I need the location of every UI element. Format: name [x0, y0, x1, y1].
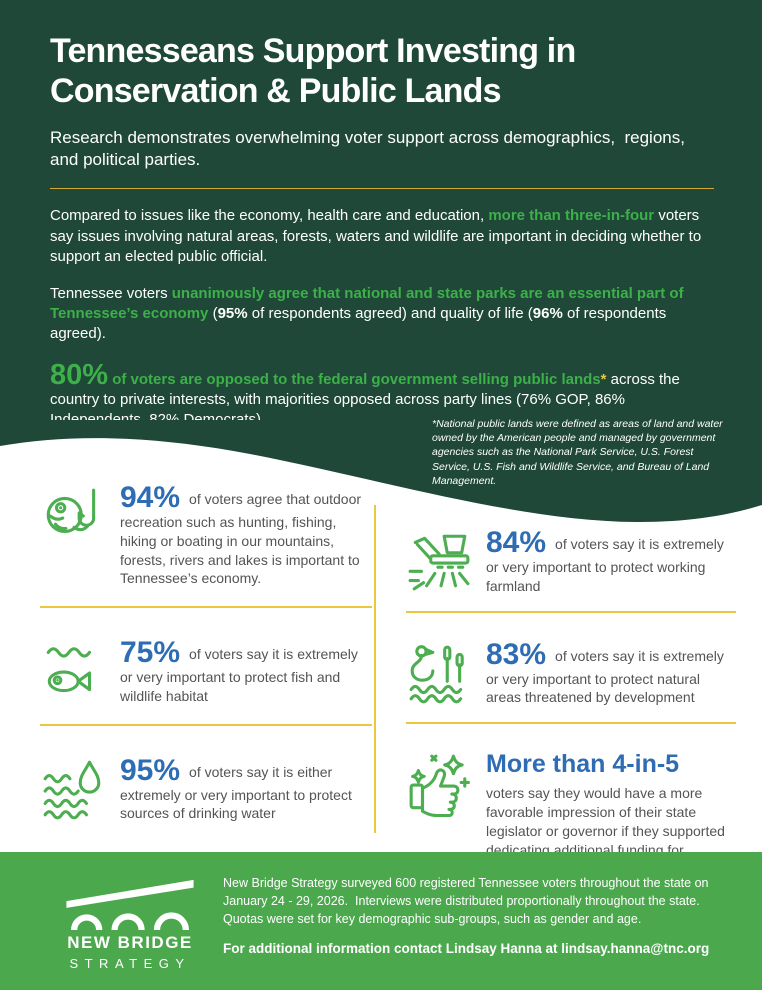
water-drop-waves-icon — [40, 756, 106, 822]
stat-value: 84% — [486, 526, 547, 559]
intro-paragraph-1: Compared to issues like the economy, hea… — [50, 206, 714, 266]
stat-card-fish-wildlife: 75% of voters say it is extremely or very… — [40, 638, 372, 706]
wetland-bird-icon — [406, 640, 472, 706]
page-title: Tennesseans Support Investing in Conserv… — [50, 32, 714, 112]
stat-card-working-farmland: 84% of voters say it is extremely or very… — [406, 528, 736, 596]
intro-p1-text: Compared to issues like the economy, hea… — [50, 207, 489, 225]
intro-p2-text-mid1: ( — [208, 304, 218, 322]
stat-text: 75% of voters say it is extremely or very… — [120, 638, 372, 706]
intro-p2-stat-96: 96% — [532, 304, 563, 322]
page-title-line2: Conservation & Public Lands — [50, 71, 502, 110]
footer-section: NEW BRIDGE STRATEGY New Bridge Strategy … — [0, 852, 762, 990]
stat-divider — [40, 723, 372, 726]
stat-text: 94% of voters agree that outdoor recreati… — [120, 483, 372, 588]
stat-description: of voters say it is extremely or very im… — [120, 646, 358, 704]
stat-description: of voters agree that outdoor recreation … — [120, 491, 362, 587]
stat-value: 75% — [120, 636, 181, 669]
fish-waves-icon — [40, 638, 106, 704]
intro-paragraphs: Compared to issues like the economy, hea… — [50, 206, 714, 430]
header-divider — [50, 188, 714, 190]
methodology-text: New Bridge Strategy surveyed 600 registe… — [223, 876, 709, 927]
stat-divider — [406, 722, 736, 724]
contact-text: For additional information contact Linds… — [223, 941, 710, 957]
intro-p3-stat-80: 80% — [50, 358, 109, 391]
header-section: Tennesseans Support Investing in Conserv… — [0, 0, 762, 428]
fish-hook-icon — [40, 483, 106, 549]
stats-column-right: 84% of voters say it is extremely or very… — [406, 528, 736, 878]
intro-paragraph-2: Tennessee voters unanimously agree that … — [50, 284, 714, 344]
page-title-line1: Tennesseans Support Investing in — [50, 32, 576, 70]
stat-value: 95% — [120, 753, 181, 787]
logo-name: NEW BRIDGE — [67, 933, 193, 952]
stat-value: 94% — [120, 481, 181, 514]
intro-p3-asterisk: * — [600, 370, 607, 388]
intro-p2-stat-95: 95% — [217, 304, 248, 322]
page-subtitle: Research demonstrates overwhelming voter… — [50, 127, 685, 170]
new-bridge-strategy-logo: NEW BRIDGE STRATEGY — [55, 872, 205, 990]
column-divider — [374, 505, 376, 833]
public-lands-footnote: *National public lands were defined as a… — [432, 418, 723, 487]
intro-p2-text-post: of respondents agreed). — [50, 304, 667, 342]
stat-description: of voters say it is either extremely or … — [120, 763, 352, 822]
footer-text: New Bridge Strategy surveyed 600 registe… — [223, 872, 722, 990]
wave-divider — [0, 420, 762, 522]
intro-p1-highlight: more than three-in-four — [488, 207, 655, 225]
stat-text: 84% of voters say it is extremely or very… — [486, 528, 736, 596]
stats-column-left: 94% of voters agree that outdoor recreati… — [40, 483, 372, 823]
thumbs-up-sparkles-icon — [406, 751, 472, 817]
logo-subname: STRATEGY — [69, 956, 191, 971]
intro-p2-text-mid2: of respondents agreed) and quality of li… — [247, 304, 533, 322]
intro-p3-highlight: of voters are opposed to the federal gov… — [108, 370, 601, 388]
stat-card-drinking-water: 95% of voters say it is either extremely … — [40, 753, 372, 824]
stat-description: of voters say it is extremely or very im… — [486, 647, 724, 706]
stat-heading: More than 4-in-5 — [486, 750, 680, 778]
stat-divider — [406, 610, 736, 613]
stat-divider — [40, 606, 372, 608]
stat-card-outdoor-recreation: 94% of voters agree that outdoor recreati… — [40, 483, 372, 588]
bridge-logo-icon — [66, 879, 194, 930]
intro-p2-text: Tennessee voters — [50, 284, 172, 302]
stat-value: 83% — [486, 637, 547, 671]
intro-p1-text-post: voters say issues involving natural area… — [50, 207, 702, 265]
intro-p2-highlight: unanimously agree that national and stat… — [50, 284, 684, 322]
stat-text: 83% of voters say it is extremely or very… — [486, 637, 736, 708]
farmland-tractor-icon — [406, 528, 472, 594]
stat-card-natural-areas: 83% of voters say it is extremely or very… — [406, 637, 736, 708]
stat-description: of voters say it is extremely or very im… — [486, 536, 724, 594]
stat-text: 95% of voters say it is either extremely … — [120, 753, 372, 824]
